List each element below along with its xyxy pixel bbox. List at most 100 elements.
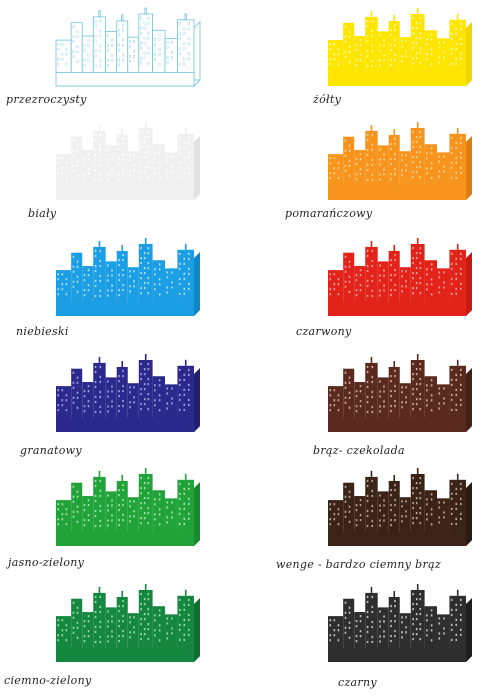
window — [394, 283, 396, 287]
window — [61, 634, 64, 637]
window — [401, 631, 403, 634]
building-8 — [424, 376, 438, 419]
window — [459, 37, 462, 40]
window — [72, 381, 75, 384]
window — [143, 373, 146, 376]
window — [401, 386, 403, 389]
window — [371, 34, 374, 38]
window — [171, 501, 173, 504]
window — [187, 497, 190, 500]
window — [455, 618, 458, 621]
window — [99, 489, 102, 493]
window — [122, 43, 124, 47]
window — [450, 608, 453, 611]
window — [187, 373, 190, 376]
window — [72, 601, 75, 604]
window — [83, 640, 86, 643]
window — [107, 625, 109, 628]
window — [333, 273, 336, 276]
window — [143, 487, 146, 490]
window — [118, 278, 120, 282]
window — [344, 270, 347, 273]
window — [415, 598, 418, 601]
window — [187, 628, 190, 631]
window — [147, 131, 150, 134]
window — [344, 169, 347, 172]
window — [107, 635, 109, 638]
window — [371, 274, 374, 278]
window — [455, 176, 458, 179]
window — [415, 282, 418, 285]
window — [87, 58, 90, 62]
antenna — [144, 122, 147, 128]
window — [459, 141, 462, 144]
window — [147, 393, 150, 396]
window — [390, 488, 392, 492]
antenna — [144, 7, 147, 15]
antenna — [184, 127, 187, 134]
swatch-base — [328, 310, 472, 316]
window — [143, 633, 146, 636]
window — [61, 629, 64, 632]
window — [405, 631, 407, 634]
window — [415, 487, 418, 490]
window — [83, 274, 86, 277]
window — [459, 252, 462, 255]
window — [379, 59, 381, 62]
window — [171, 387, 173, 390]
window — [111, 400, 113, 403]
window — [459, 42, 462, 45]
window — [383, 405, 385, 408]
window — [154, 157, 156, 160]
window — [140, 373, 142, 376]
window — [61, 167, 64, 170]
window — [355, 163, 358, 166]
window — [438, 175, 441, 178]
window — [455, 32, 458, 35]
window — [415, 287, 418, 290]
window — [415, 52, 418, 55]
window — [430, 624, 433, 627]
window — [76, 50, 79, 54]
building-8 — [424, 144, 438, 187]
building-9 — [437, 152, 450, 187]
building-4 — [377, 31, 389, 73]
window — [140, 272, 142, 275]
skyline-swatch-6 — [56, 354, 200, 432]
window — [371, 605, 374, 609]
building-7 — [410, 244, 425, 303]
window — [72, 154, 75, 157]
window — [379, 380, 381, 383]
window — [415, 368, 418, 371]
window — [419, 262, 422, 265]
window — [355, 49, 358, 52]
window — [348, 520, 351, 523]
window — [366, 509, 369, 513]
building-5 — [388, 134, 400, 187]
window — [76, 275, 79, 278]
window — [329, 157, 332, 160]
antenna — [370, 240, 373, 247]
window — [371, 390, 374, 394]
window — [107, 34, 109, 37]
window — [107, 158, 109, 161]
window — [178, 282, 181, 285]
window — [87, 168, 90, 171]
window — [455, 393, 458, 396]
window — [412, 262, 414, 265]
window — [87, 158, 90, 161]
window — [143, 368, 146, 371]
window — [143, 282, 146, 285]
window — [337, 409, 340, 412]
window — [426, 288, 428, 291]
window — [158, 263, 161, 266]
window — [171, 511, 173, 514]
window — [390, 394, 392, 398]
window — [129, 520, 131, 523]
window — [158, 53, 161, 56]
window — [122, 23, 124, 27]
window — [158, 33, 161, 36]
window — [158, 609, 161, 612]
window — [390, 28, 392, 32]
window — [129, 154, 131, 157]
